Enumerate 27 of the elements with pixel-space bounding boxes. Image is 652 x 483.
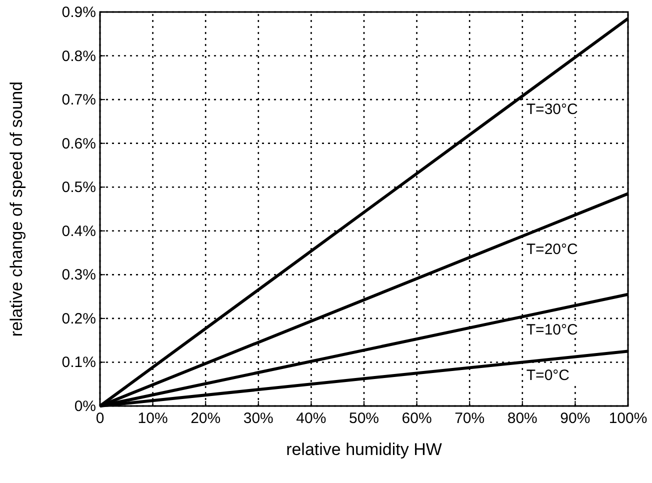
x-tick-label: 30% bbox=[243, 410, 274, 427]
x-tick-label: 70% bbox=[454, 410, 485, 427]
x-tick-label: 80% bbox=[507, 410, 538, 427]
series-label: T=0°C bbox=[526, 367, 570, 384]
x-tick-label: 90% bbox=[560, 410, 590, 427]
x-tick-label: 50% bbox=[348, 410, 380, 427]
x-tick-label: 40% bbox=[296, 410, 326, 427]
x-tick-label: 20% bbox=[190, 410, 221, 427]
series-label: T=10°C bbox=[526, 322, 578, 339]
x-tick-label: 60% bbox=[402, 410, 432, 427]
y-tick-label: 0.5% bbox=[62, 179, 96, 196]
y-tick-label: 0.1% bbox=[62, 354, 96, 372]
y-tick-label: 0.6% bbox=[62, 135, 96, 152]
x-tick-label: 0 bbox=[96, 410, 104, 427]
y-tick-label: 0.4% bbox=[62, 222, 96, 240]
series-label: T=20°C bbox=[526, 241, 578, 258]
x-axis-title: relative humidity HW bbox=[286, 440, 442, 459]
y-axis-title: relative change of speed of sound bbox=[7, 81, 26, 337]
y-tick-label: 0.7% bbox=[62, 92, 96, 109]
y-tick-label: 0.2% bbox=[62, 310, 96, 328]
y-tick-label: 0.3% bbox=[62, 266, 96, 284]
y-tick-label: 0.8% bbox=[62, 48, 96, 65]
y-tick-label: 0.9% bbox=[62, 4, 96, 21]
x-tick-label: 10% bbox=[138, 410, 168, 427]
y-tick-label: 0% bbox=[74, 398, 96, 415]
series-label: T=30°C bbox=[526, 101, 578, 118]
x-tick-label: 100% bbox=[608, 410, 648, 427]
